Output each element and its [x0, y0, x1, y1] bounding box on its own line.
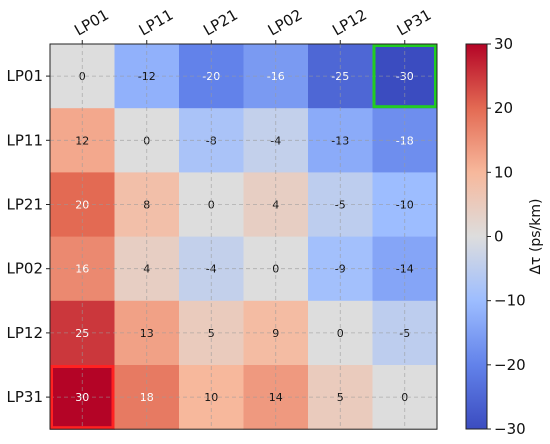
highlight-box — [50, 365, 115, 430]
x-tick-label: LP21 — [200, 6, 241, 40]
x-tick-label: LP01 — [71, 6, 112, 40]
colorbar-ticks: 30 20 10 0 −10 −20 −30 — [487, 35, 526, 438]
cell-value-label: -12 — [138, 70, 156, 83]
y-tick-label: LP21 — [7, 196, 44, 214]
colorbar-tick-label: 0 — [494, 228, 504, 246]
cell-value-label: -25 — [331, 70, 349, 83]
highlight-boxes — [50, 44, 437, 430]
y-tick-label: LP01 — [7, 67, 44, 85]
cell-value-label: -13 — [331, 134, 349, 147]
colorbar-tick-label: 30 — [494, 35, 513, 53]
cell-value-label: -18 — [396, 134, 414, 147]
colorbar-label: Δτ (ps/km) — [528, 198, 544, 274]
colorbar-tick-label: 20 — [494, 99, 513, 117]
colorbar-tick-label: −30 — [494, 420, 526, 438]
column-labels: LP01 LP11 LP21 LP02 LP12 LP31 — [71, 6, 434, 44]
cell-value-label: 0 — [143, 134, 150, 147]
cell-value-label: -8 — [206, 134, 217, 147]
cell-value-label: -20 — [202, 70, 220, 83]
x-tick-label: LP12 — [329, 6, 370, 40]
y-tick-label: LP12 — [7, 324, 44, 342]
y-tick-label: LP02 — [7, 260, 44, 278]
plot-frame — [49, 43, 438, 430]
cell-value-label: 12 — [75, 134, 89, 147]
colorbar-tick-label: 10 — [494, 163, 513, 181]
heatmap-cell — [114, 108, 180, 173]
colorbar: 30 20 10 0 −10 −20 −30 Δτ (ps/km) — [465, 35, 544, 438]
colorbar-tick-label: −10 — [494, 292, 526, 310]
y-tick-label: LP11 — [7, 131, 44, 149]
cell-value-label: -4 — [270, 134, 281, 147]
colorbar-tick-label: −20 — [494, 356, 526, 374]
x-tick-label: LP31 — [394, 6, 435, 40]
cell-value-label: -30 — [396, 70, 414, 83]
cell-value-label: -16 — [267, 70, 285, 83]
highlight-box — [372, 44, 437, 109]
cell-value-label: 0 — [79, 70, 86, 83]
heatmap-cell — [372, 108, 438, 173]
x-tick-label: LP11 — [136, 6, 177, 40]
y-tick-label: LP31 — [7, 388, 44, 406]
colorbar-gradient — [465, 43, 488, 430]
row-labels: LP01 LP11 LP21 LP02 LP12 LP31 — [7, 67, 50, 406]
x-tick-label: LP02 — [265, 6, 306, 40]
